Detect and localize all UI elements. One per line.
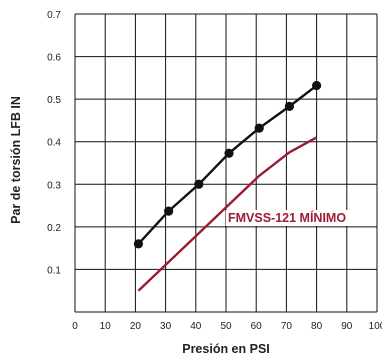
fmvss-minimum-line <box>137 136 318 292</box>
x-tick-label: 10 <box>100 321 112 332</box>
y-tick-label: 0.1 <box>47 265 61 276</box>
y-axis-title: Par de torsión LFB IN <box>9 96 23 224</box>
y-tick-label: 0.7 <box>47 10 61 21</box>
y-tick-label: 0.4 <box>47 138 61 149</box>
x-tick-label: 90 <box>341 321 353 332</box>
data-point <box>133 239 144 249</box>
y-tick-label: 0.6 <box>47 53 61 64</box>
x-axis-title: Presión en PSI <box>182 342 270 356</box>
data-point <box>224 148 234 158</box>
x-tick-label: 50 <box>220 321 232 332</box>
x-tick-labels: 0 10 20 30 40 50 60 70 80 90 100 <box>72 321 382 332</box>
x-tick-label: 80 <box>311 321 323 332</box>
series-labels: FMVSS-121 MÍNIMO <box>226 210 376 226</box>
data-point <box>284 101 295 111</box>
x-tick-label: 100 <box>369 321 382 332</box>
data-markers <box>133 80 322 249</box>
data-point <box>312 80 322 91</box>
y-tick-labels: 0.1 0.2 0.3 0.4 0.5 0.6 0.7 <box>47 10 61 276</box>
y-tick-label: 0.3 <box>47 180 61 191</box>
y-tick-label: 0.5 <box>47 95 61 106</box>
series-label-background <box>226 210 376 226</box>
data-point <box>164 206 174 216</box>
x-tick-label: 60 <box>251 321 263 332</box>
grid <box>74 13 378 313</box>
data-point <box>254 123 264 133</box>
x-tick-label: 0 <box>72 321 78 332</box>
x-tick-label: 70 <box>281 321 293 332</box>
x-tick-label: 30 <box>160 321 172 332</box>
data-point <box>194 179 204 189</box>
series-label-fmvss: FMVSS-121 MÍNIMO <box>228 210 346 225</box>
y-tick-label: 0.2 <box>47 223 61 234</box>
x-tick-label: 40 <box>190 321 202 332</box>
x-tick-label: 20 <box>130 321 142 332</box>
